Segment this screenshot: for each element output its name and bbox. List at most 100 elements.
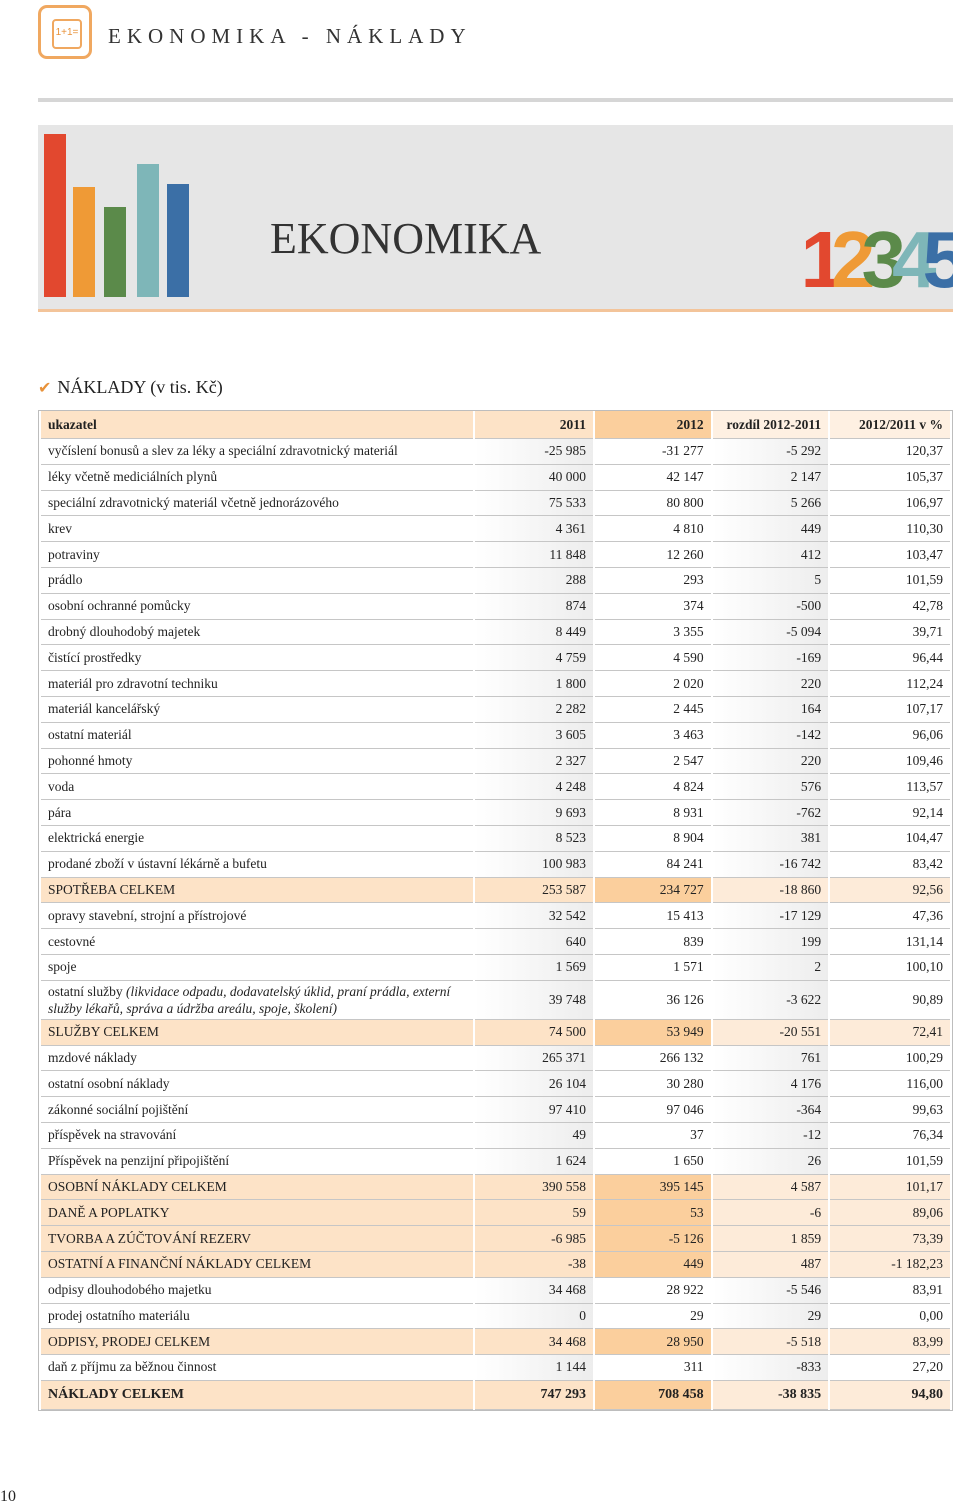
table-row: NÁKLADY CELKEM 747 293 708 458 -38 835 94,80 [41,1380,950,1410]
table-row: OSOBNÍ NÁKLADY CELKEM 390 558 395 145 4 587… [41,1174,950,1201]
cell-value: 1 650 [595,1149,711,1175]
cell-value: 1 569 [475,954,593,981]
cell-value: 8 904 [595,826,711,852]
column-header: rozdíl 2012-2011 [712,411,829,439]
cell-value: 5 [712,567,829,594]
cell-value: 253 587 [475,877,593,904]
cell-value: 112,24 [830,671,950,697]
cell-value: 5 266 [712,490,829,517]
cell-value: -20 551 [712,1019,829,1046]
cell-value: 1 859 [712,1226,829,1252]
table-row: SPOTŘEBA CELKEM 253 587 234 727 -18 860 92,5… [41,877,950,904]
cell-value: 92,56 [830,877,950,904]
table-row: materiál kancelářský 2 282 2 445 164 107,17 [41,696,950,723]
row-label: voda [41,774,474,801]
cell-value: -16 742 [712,851,829,878]
cell-value: -5 126 [595,1226,711,1252]
table-row: odpisy dlouhodobého majetku 34 468 28 922-… [41,1277,950,1304]
cell-value: -31 277 [595,439,711,465]
cell-value: 874 [475,593,593,620]
cell-value: 2 282 [475,696,593,723]
row-label: čistící prostředky [41,645,474,672]
row-label: drobný dlouhodobý majetek [41,620,474,646]
cell-value: 59 [475,1200,593,1227]
cell-value: 8 523 [475,825,593,852]
cell-value: 74 500 [475,1019,593,1046]
table-row: zákonné sociální pojištění 97 410 97 046 -3… [41,1097,950,1123]
row-label: odpisy dlouhodobého majetku [41,1278,474,1304]
icon-text: 1+1= [52,19,82,49]
cell-value: -364 [712,1097,829,1123]
header-title: EKONOMIKA - NÁKLADY [108,24,472,48]
cell-value: 83,42 [830,852,950,878]
row-label: prodané zboží v ústavní lékárně a bufetu [41,852,474,878]
cell-value: 90,89 [830,981,950,1020]
cell-value: 640 [475,929,593,955]
cell-value: 2 547 [595,749,711,775]
cell-value: 101,59 [830,1149,950,1175]
cell-value: 110,30 [830,516,950,543]
cell-value: 3 605 [475,722,593,749]
row-label: SPOTŘEBA CELKEM [41,877,474,904]
row-label: ODPISY, PRODEJ CELKEM [41,1329,474,1356]
cell-value: 53 [595,1200,711,1227]
cell-value: 839 [595,929,711,955]
label-note: (likvidace odpadu, dodavatelský úklid, p… [48,983,451,1016]
cell-value: 4 587 [712,1174,829,1201]
cell-value: 199 [712,929,829,955]
cell-value: 390 558 [475,1174,593,1201]
cell-value: 395 145 [595,1174,711,1201]
cell-value: 106,97 [830,491,950,517]
digit: 2 [831,215,875,304]
cell-value: 747 293 [475,1380,593,1410]
cell-value: 47,36 [830,903,950,930]
cell-value: 34 468 [475,1277,593,1304]
label-text: ostatní služby [48,983,123,999]
table-row: spoje 1 569 1 571 2 100,10 [41,954,950,981]
cell-value: 75 533 [475,490,593,517]
cell-value: 708 458 [595,1380,711,1410]
banner: EKONOMIKA 12345 [38,125,953,312]
banner-bar [44,134,66,297]
cell-value: 164 [712,696,829,723]
banner-title: EKONOMIKA [270,214,542,263]
row-label: Příspěvek na penzijní připojištění [41,1149,474,1175]
cell-value: 0 [475,1303,593,1330]
cell-value: 34 468 [475,1329,593,1356]
cell-value: 30 280 [595,1071,711,1098]
cell-value: 37 [595,1123,711,1149]
table-row: DANĚ A POPLATKY 59 53 -6 89,06 [41,1200,950,1227]
row-label: OSTATNÍ A FINANČNÍ NÁKLADY CELKEM [41,1251,474,1278]
row-label: OSOBNÍ NÁKLADY CELKEM [41,1174,474,1201]
table-row: voda 4 248 4 824 576 113,57 [41,774,950,801]
row-label: spoje [41,955,474,981]
row-label: daň z příjmu za běžnou činnost [41,1355,474,1381]
cell-value: 96,06 [830,723,950,749]
cell-value: 39 748 [475,980,593,1020]
cell-value: 92,14 [830,800,950,826]
cell-value: 76,34 [830,1123,950,1149]
cell-value: 2 445 [595,697,711,723]
row-label: materiál pro zdravotní techniku [41,671,474,697]
cell-value: 288 [475,567,593,594]
table-row: ostatní služby (likvidace odpadu, dodava… [41,980,950,1020]
table-body: vyčíslení bonusů a slev za léky a speciá… [41,439,950,1410]
cell-value: 11 848 [475,542,593,568]
cell-value: 4 810 [595,516,711,543]
column-header: 2012 [595,411,711,439]
table-row: OSTATNÍ A FINANČNÍ NÁKLADY CELKEM -38 449 4… [41,1251,950,1278]
cell-value: 3 463 [595,723,711,749]
cell-value: 49 [475,1122,593,1149]
cell-value: -833 [712,1355,829,1381]
table-row: daň z příjmu za běžnou činnost 1 144 311 -8… [41,1355,950,1381]
cell-value: 113,57 [830,774,950,801]
table-row: prodej ostatního materiálu 0 29 29 0,00 [41,1303,950,1330]
cell-value: 2 327 [475,748,593,775]
banner-bar [73,187,95,297]
row-label: osobní ochranné pomůcky [41,594,474,620]
cell-value: 28 950 [595,1329,711,1356]
cell-value: 94,80 [830,1380,950,1410]
table-row: ostatní osobní náklady 26 104 30 280 4 176 1… [41,1071,950,1098]
column-header: 2011 [475,411,593,439]
cell-value: 42,78 [830,594,950,620]
